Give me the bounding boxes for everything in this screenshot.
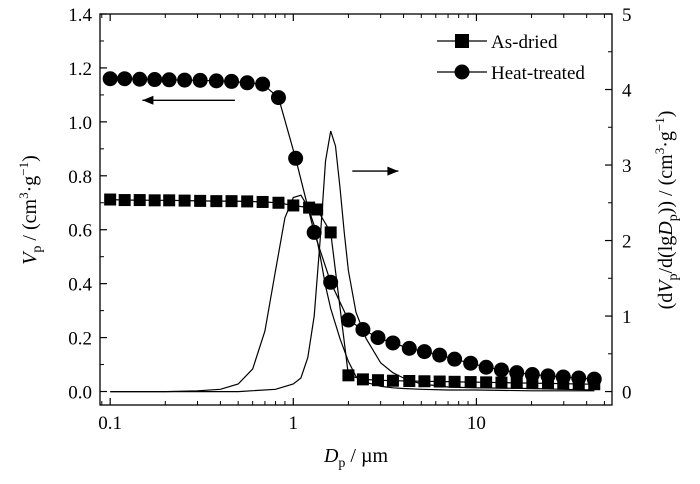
heat-treated-point: [192, 72, 208, 88]
x-tick-label: 0.1: [98, 413, 122, 434]
heat-treated-point: [385, 335, 401, 351]
series-markers: [102, 71, 602, 391]
annotation-arrows: [142, 95, 399, 176]
heat-treated-point: [224, 73, 240, 89]
y-left-tick-label: 0.8: [68, 167, 92, 188]
y-axis-right-label: (dVp/d(lgDp)) / (cm3·g−1): [652, 111, 681, 310]
heat-treated-point: [208, 73, 224, 89]
heat-treated-point: [555, 369, 571, 385]
y-right-tick-label: 0: [622, 383, 632, 404]
heat-treated-point: [355, 321, 371, 337]
as-dried-point: [356, 373, 369, 386]
series-lines: [110, 78, 595, 393]
as-dried-point: [342, 369, 355, 382]
heat-treated-point: [571, 370, 587, 386]
heat-treated-point: [401, 340, 417, 356]
as-dried-point: [448, 375, 461, 388]
as-dried-point: [272, 196, 285, 209]
heat-treated-point: [416, 344, 432, 360]
arrow-right-indicator: [352, 166, 399, 176]
x-tick-label: 10: [467, 413, 486, 434]
x-axis-label: Dp / µm: [323, 445, 389, 471]
as-dried-point: [148, 194, 161, 207]
legend-label-as-dried: As-dried: [491, 32, 558, 53]
as-dried-point: [104, 193, 117, 206]
heat-treated-point: [478, 359, 494, 375]
heat-treated-point: [147, 72, 163, 88]
as-dried-point: [118, 194, 131, 207]
heat-treated-point: [177, 72, 193, 88]
as-dried-point: [194, 194, 207, 207]
heat-treated-point: [509, 365, 525, 381]
as-dried-point: [433, 375, 446, 388]
as-dried-point: [241, 195, 254, 208]
series-line-heat-treated: [110, 78, 595, 380]
arrow-head: [387, 166, 399, 176]
y-left-tick-label: 1.2: [68, 59, 92, 80]
y-axis-left-label: Vp / (cm3·g−1): [16, 155, 45, 265]
legend-item-heat-treated: Heat-treated: [437, 63, 585, 84]
as-dried-point: [287, 199, 300, 212]
x-tick-label: 1: [289, 413, 299, 434]
as-dried-point: [210, 195, 223, 208]
y-right-tick-label: 5: [622, 5, 632, 26]
y-right-tick-label: 2: [622, 232, 632, 253]
legend-label-heat-treated: Heat-treated: [491, 63, 585, 84]
y-left-tick-label: 0.4: [68, 275, 92, 296]
y-right-tick-label: 4: [622, 81, 632, 102]
heat-treated-point: [161, 72, 177, 88]
heat-treated-point: [323, 274, 339, 290]
as-dried-point: [403, 375, 416, 388]
heat-treated-point: [270, 90, 286, 106]
heat-treated-point: [239, 75, 255, 91]
y-left-tick-label: 0.6: [68, 221, 92, 242]
as-dried-point: [225, 195, 238, 208]
legend: As-dried Heat-treated: [437, 32, 585, 84]
as-dried-point: [163, 194, 176, 207]
heat-treated-point: [447, 351, 463, 367]
heat-treated-point: [540, 368, 556, 384]
y-left-tick-label: 1.0: [68, 113, 92, 134]
y-right-tick-label: 3: [622, 156, 632, 177]
heat-treated-point: [255, 76, 271, 92]
heat-treated-point: [432, 347, 448, 363]
as-dried-point: [464, 376, 477, 389]
as-dried-point: [510, 376, 523, 389]
heat-treated-point: [340, 312, 356, 328]
y-left-tick-label: 1.4: [68, 5, 92, 26]
as-dried-point: [418, 375, 431, 388]
y-left-tick-label: 0.2: [68, 329, 92, 350]
as-dried-point: [386, 374, 399, 387]
as-dried-point: [311, 203, 324, 216]
as-dried-point: [324, 226, 337, 239]
legend-item-as-dried: As-dried: [437, 32, 558, 53]
as-dried-point: [133, 194, 146, 207]
legend-square-marker: [455, 34, 469, 48]
heat-treated-point: [524, 367, 540, 383]
axis-ticks: 0.1 1 10 0.0 0.2 0.4 0.6 0.8 1.0 1.2 1.4 0 1 2 3 4 5: [68, 5, 632, 434]
distribution-curve-2: [110, 130, 595, 393]
heat-treated-point: [370, 330, 386, 346]
arrow-left-indicator: [142, 95, 235, 105]
heat-treated-point: [102, 71, 118, 87]
as-dried-point: [480, 376, 493, 389]
plot-area: [99, 13, 613, 406]
heat-treated-point: [132, 71, 148, 87]
legend-circle-marker: [454, 64, 470, 80]
heat-treated-point: [586, 371, 602, 387]
as-dried-point: [495, 376, 508, 389]
heat-treated-point: [493, 362, 509, 378]
arrow-head: [142, 95, 154, 105]
y-right-tick-label: 1: [622, 307, 632, 328]
as-dried-point: [371, 374, 384, 387]
heat-treated-point: [288, 150, 304, 166]
heat-treated-point: [117, 71, 133, 87]
y-left-tick-label: 0.0: [68, 383, 92, 404]
heat-treated-point: [306, 224, 322, 240]
as-dried-point: [256, 195, 269, 208]
heat-treated-point: [463, 355, 479, 371]
as-dried-point: [178, 194, 191, 207]
plot-frame: [99, 13, 613, 406]
